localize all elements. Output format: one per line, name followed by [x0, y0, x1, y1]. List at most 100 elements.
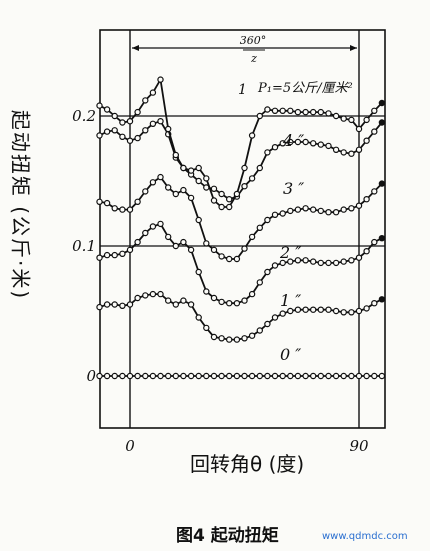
data-point [371, 107, 378, 115]
series-label-prefix: 1 [238, 82, 247, 98]
data-point [332, 307, 340, 315]
data-point [218, 190, 225, 198]
series-label: 0 ″ [280, 345, 301, 364]
data-point [302, 138, 309, 146]
data-point [325, 142, 332, 150]
data-point [340, 149, 347, 156]
data-point [103, 301, 111, 308]
data-point [340, 115, 347, 122]
data-point [241, 335, 248, 342]
data-point [126, 301, 134, 308]
data-point [218, 335, 225, 342]
data-point [287, 138, 294, 146]
data-point [302, 108, 309, 116]
data-point [134, 108, 141, 116]
data-point [218, 298, 225, 306]
data-point [210, 185, 218, 192]
data-point [348, 372, 355, 380]
data-point [180, 164, 187, 172]
y-tick-label: 0.1 [72, 237, 96, 255]
data-point [149, 290, 157, 298]
data-point [142, 188, 149, 195]
plot-frame [99, 29, 386, 429]
data-point [363, 372, 370, 380]
data-point [241, 372, 248, 380]
series-label: 3 ″ [283, 179, 304, 198]
data-point [371, 300, 378, 307]
data-point [187, 301, 195, 308]
data-point [96, 303, 103, 311]
data-point [279, 140, 286, 147]
data-point [378, 372, 386, 380]
data-point [103, 128, 111, 135]
data-point [119, 206, 126, 213]
data-point [225, 203, 233, 211]
data-point [332, 146, 340, 153]
data-point [371, 188, 378, 195]
data-point [203, 175, 210, 182]
data-point [348, 205, 355, 212]
data-point [340, 206, 347, 213]
data-point [355, 202, 363, 209]
data-point [264, 268, 271, 276]
data-point [164, 184, 172, 191]
data-point [378, 296, 386, 303]
data-point [210, 372, 218, 380]
data-point [378, 119, 386, 126]
data-point [203, 240, 210, 247]
data-point [355, 372, 363, 380]
series-line [99, 222, 383, 305]
data-point [149, 223, 157, 230]
data-point [172, 242, 179, 250]
data-point [271, 314, 279, 321]
data-point [294, 138, 302, 146]
data-point [164, 297, 172, 304]
data-point [142, 127, 149, 134]
data-point [378, 234, 386, 242]
data-point [378, 180, 386, 187]
data-point [363, 137, 370, 144]
period-arrow-head-left [132, 45, 139, 51]
data-point [332, 112, 340, 120]
data-point [203, 324, 210, 332]
data-point [340, 309, 347, 316]
series-line [99, 175, 383, 260]
data-point [378, 99, 386, 107]
data-point [96, 254, 103, 261]
data-point [164, 233, 172, 241]
period-numerator: 360° [240, 34, 267, 47]
data-point [248, 175, 256, 182]
data-point [325, 259, 332, 267]
data-point [149, 179, 157, 186]
data-point [348, 309, 355, 316]
data-point [241, 297, 248, 304]
data-point [332, 372, 340, 380]
data-point [317, 141, 324, 148]
data-point [256, 112, 263, 120]
data-point [172, 301, 179, 308]
data-point [134, 372, 141, 380]
data-point [371, 238, 378, 246]
data-point [203, 288, 210, 295]
data-point [233, 300, 241, 307]
data-point [264, 216, 271, 224]
data-point [233, 190, 241, 198]
data-point [371, 372, 378, 380]
data-point [142, 229, 149, 237]
data-point [210, 246, 218, 254]
data-point [294, 206, 302, 213]
data-point [180, 238, 187, 246]
series-label: 4 ″ [282, 131, 304, 150]
series-label: 2 ″ [279, 243, 301, 262]
data-point [195, 177, 202, 185]
data-point [195, 216, 202, 224]
data-point [325, 372, 332, 380]
data-point [142, 97, 149, 104]
data-point [225, 300, 233, 307]
data-point [363, 116, 370, 124]
data-point [310, 372, 317, 380]
data-point [157, 76, 164, 83]
data-point [325, 208, 332, 216]
data-point [126, 206, 134, 213]
